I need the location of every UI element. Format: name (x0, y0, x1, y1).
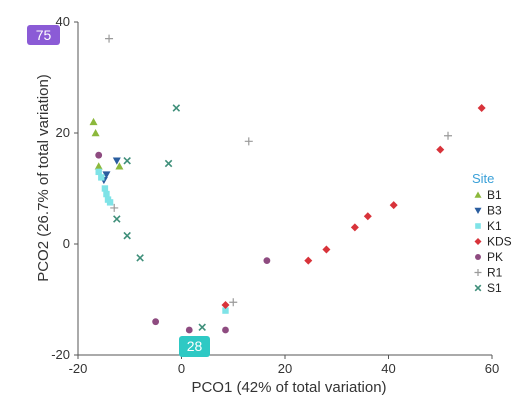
legend-marker-s1 (474, 284, 482, 292)
data-point-pk (222, 326, 229, 334)
data-point-pk (263, 257, 271, 265)
data-point-s1 (136, 254, 144, 262)
data-point-b3 (112, 157, 121, 165)
data-point-k1 (103, 190, 110, 198)
data-point-r1 (110, 203, 119, 212)
x-axis-ticks: -20 0 20 40 60 (69, 355, 499, 376)
x-tick-label: 60 (485, 361, 499, 376)
data-point-pk (152, 318, 160, 326)
data-point-kds (436, 145, 445, 154)
data-point-k1 (98, 174, 105, 181)
badge-background (27, 25, 60, 45)
legend-label: S1 (487, 281, 502, 295)
legend-marker-k1 (475, 223, 481, 229)
series-r1 (105, 34, 453, 307)
data-point-s1 (164, 159, 173, 168)
legend-title: Site (472, 171, 494, 186)
plot-frame (77, 22, 492, 356)
badge-label: 28 (187, 338, 203, 354)
data-point-r1 (229, 298, 238, 307)
y-tick-label: 20 (56, 125, 70, 140)
data-point-pk (95, 151, 103, 159)
data-point-r1 (244, 137, 253, 146)
x-tick-label: -20 (69, 361, 88, 376)
y-tick-label: 40 (56, 14, 70, 29)
data-point-b1 (89, 117, 98, 126)
data-point-k1 (101, 185, 109, 192)
legend-item-pk: PK (475, 250, 503, 264)
data-point-b1 (91, 129, 100, 137)
series-k1 (95, 168, 229, 314)
data-point-k1 (95, 168, 102, 176)
legend-label: KDS (487, 235, 512, 249)
legend-marker-pk (475, 254, 481, 260)
data-points (89, 34, 486, 334)
data-point-kds (304, 256, 313, 265)
data-point-s1 (172, 104, 181, 112)
y-axis-title: PCO2 (26.7% of total variation) (35, 74, 52, 282)
x-tick-label: 40 (381, 361, 395, 376)
badge-background (179, 336, 210, 357)
annotation-badge-75: 75 (27, 25, 60, 45)
x-tick-label: 0 (178, 361, 185, 376)
legend-item-b3: B3 (474, 204, 502, 218)
data-point-k1 (222, 307, 229, 314)
y-tick-label: 0 (63, 236, 70, 251)
legend-marker-kds (474, 238, 482, 245)
badge-label: 75 (36, 27, 52, 43)
data-point-kds (350, 223, 359, 232)
data-point-b1 (115, 162, 124, 170)
legend-item-kds: KDS (474, 235, 512, 249)
legend-item-s1: S1 (474, 281, 502, 295)
data-point-pk (185, 326, 193, 334)
y-tick-label: -20 (51, 347, 70, 362)
data-point-s1 (198, 323, 206, 332)
y-axis-ticks: 40 20 0 -20 (51, 14, 78, 362)
legend-item-b1: B1 (474, 188, 502, 202)
data-point-kds (477, 104, 486, 113)
x-tick-label: 20 (278, 361, 292, 376)
data-point-kds (363, 212, 372, 221)
legend-marker-b3 (474, 207, 482, 214)
legend-marker-b1 (474, 191, 482, 198)
data-point-r1 (105, 34, 114, 43)
legend-label: B1 (487, 188, 502, 202)
data-point-kds (322, 245, 331, 254)
x-axis-title: PCO1 (42% of total variation) (191, 379, 386, 396)
data-point-s1 (113, 215, 121, 223)
data-point-kds (389, 201, 398, 210)
data-point-r1 (444, 131, 453, 140)
annotation-badge-28: 28 (179, 336, 210, 357)
legend-label: R1 (487, 266, 503, 280)
data-point-b3 (102, 171, 111, 179)
legend-label: PK (487, 250, 503, 264)
legend-label: K1 (487, 219, 502, 233)
series-s1 (113, 104, 206, 332)
legend-item-r1: R1 (474, 266, 503, 280)
data-point-kds (221, 301, 230, 310)
data-point-b1 (94, 162, 103, 170)
legend-item-k1: K1 (475, 219, 502, 233)
data-point-k1 (106, 199, 114, 206)
series-kds (221, 104, 486, 310)
data-point-s1 (123, 156, 131, 165)
legend-label: B3 (487, 204, 502, 218)
legend-marker-r1 (474, 269, 482, 276)
data-point-s1 (123, 231, 131, 240)
series-pk (95, 151, 271, 334)
series-b1 (89, 117, 124, 170)
